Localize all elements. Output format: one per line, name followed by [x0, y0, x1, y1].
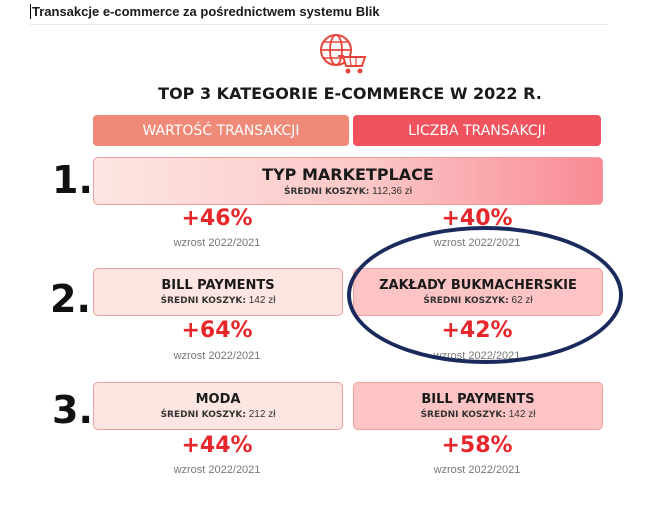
growth-label-left-3: wzrost 2022/2021 — [173, 464, 261, 476]
globe-cart-icon — [320, 34, 366, 74]
growth-label-left-2: wzrost 2022/2021 — [173, 350, 261, 362]
rank-2: 2. — [50, 277, 91, 321]
growth-label-left-1: wzrost 2022/2021 — [173, 237, 261, 249]
growth-label-right-3: wzrost 2022/2021 — [433, 464, 521, 476]
category-box-bill-payments-count: BILL PAYMENTS ŚREDNI KOSZYK: 142 zł — [353, 382, 603, 430]
category-name: TYP MARKETPLACE — [262, 165, 434, 184]
average-basket: ŚREDNI KOSZYK: 112,36 zł — [284, 186, 412, 197]
growth-value-left-2: +64% — [181, 318, 253, 343]
average-basket: ŚREDNI KOSZYK: 142 zł — [160, 295, 276, 306]
category-name: MODA — [195, 392, 241, 407]
growth-value-right-3: +58% — [441, 433, 513, 458]
divider — [30, 24, 608, 25]
infographic-title: TOP 3 KATEGORIE E-COMMERCE W 2022 R. — [158, 84, 542, 103]
category-box-bill-payments: BILL PAYMENTS ŚREDNI KOSZYK: 142 zł — [93, 268, 343, 316]
category-box-marketplace: TYP MARKETPLACE ŚREDNI KOSZYK: 112,36 zł — [93, 157, 603, 205]
rank-3: 3. — [52, 388, 93, 432]
document-title: Transakcje e-commerce za pośrednictwem s… — [30, 4, 380, 19]
growth-value-left-3: +44% — [181, 433, 253, 458]
category-name: BILL PAYMENTS — [161, 278, 275, 293]
growth-value-left-1: +46% — [181, 206, 253, 231]
rank-1: 1. — [52, 158, 93, 202]
category-name: BILL PAYMENTS — [421, 392, 535, 407]
average-basket: ŚREDNI KOSZYK: 142 zł — [420, 409, 536, 420]
header-transaction-count: LICZBA TRANSAKCJI — [353, 115, 601, 146]
average-basket: ŚREDNI KOSZYK: 212 zł — [160, 409, 276, 420]
category-box-fashion: MODA ŚREDNI KOSZYK: 212 zł — [93, 382, 343, 430]
header-transaction-value: WARTOŚĆ TRANSAKCJI — [93, 115, 349, 146]
highlight-ellipse — [347, 226, 623, 364]
